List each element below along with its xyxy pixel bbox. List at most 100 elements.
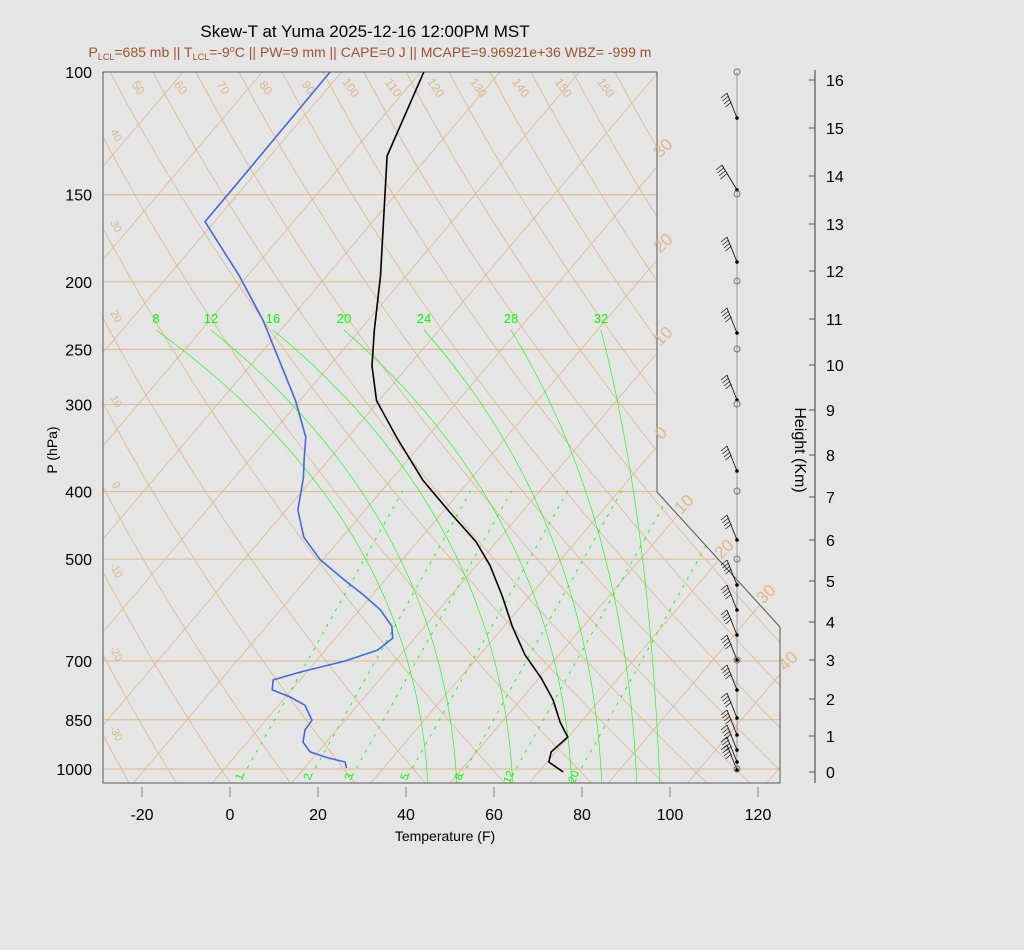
mixing-ratio-label: 5 — [398, 772, 411, 782]
wind-barb-feather — [720, 173, 727, 180]
wind-barb-feather — [723, 640, 731, 647]
height-tick-label: 5 — [826, 574, 835, 591]
wind-barb-staff — [726, 514, 738, 541]
dry-adiabat-line — [103, 136, 594, 783]
isotherm-label: 30 — [650, 135, 677, 162]
mixing-ratio-line — [407, 485, 571, 777]
height-tick-label: 11 — [826, 312, 843, 329]
wind-barb-feather — [725, 618, 732, 625]
wind-barb-feather — [722, 747, 729, 754]
wind-circle — [733, 345, 741, 353]
wind-barb-feather — [722, 727, 729, 734]
height-tick-label: 3 — [826, 653, 835, 670]
wind-barb-feather — [725, 753, 732, 760]
height-tick-label: 8 — [826, 448, 835, 465]
wind-barb-feather — [725, 101, 732, 108]
dry-adiabat-line — [572, 72, 780, 783]
wind-barb-staff — [726, 709, 738, 736]
dry-adiabat-line — [322, 72, 780, 783]
moist-adiabat-label: 32 — [594, 311, 608, 326]
dry-adiabat-line — [741, 72, 780, 783]
wind-barb-feather — [722, 95, 729, 102]
isotherm-line — [103, 72, 263, 783]
wind-barb-feather — [723, 451, 731, 458]
wind-barb-feather — [725, 733, 732, 740]
y-tick-label: 1000 — [56, 762, 92, 779]
mixing-ratio-line — [576, 485, 740, 777]
wind-barb-feather — [720, 374, 728, 381]
subtitle-text: C || PW=9 mm || CAPE=0 J || MCAPE=9.9692… — [234, 44, 652, 60]
plot-frame — [102, 71, 781, 784]
moist-adiabat-label: 28 — [504, 311, 518, 326]
mixing-ratio-label: 8 — [452, 772, 465, 782]
height-tick-label: 4 — [826, 615, 835, 632]
wind-barb-feather — [720, 514, 728, 521]
dry-adiabat-line — [489, 72, 780, 783]
wind-barb-staff — [726, 445, 738, 472]
height-tick-label: 7 — [826, 490, 835, 507]
dry-adiabat-line — [103, 571, 235, 783]
wind-barb-feather — [722, 448, 729, 455]
wind-circle — [733, 400, 741, 408]
height-tick-label: 6 — [826, 533, 835, 550]
moist-adiabat-label: 8 — [152, 311, 159, 326]
mixing-ratio-line — [461, 485, 625, 777]
wind-barb-feather — [720, 307, 728, 314]
x-tick-label: 60 — [485, 807, 503, 824]
y-tick-label: 250 — [65, 342, 92, 359]
wind-barb-feather — [722, 695, 729, 702]
wind-barb-feather — [718, 170, 726, 177]
dry-adiabat-line — [103, 227, 510, 783]
moist-adiabat-line — [423, 329, 603, 783]
height-tick-label: 0 — [826, 765, 835, 782]
wind-barb-staff — [726, 634, 738, 661]
y-tick-label: 150 — [65, 188, 92, 205]
dry-adiabat-label: 110 — [382, 76, 405, 100]
y-tick-label: 850 — [65, 713, 92, 730]
isotherm-line — [528, 72, 780, 783]
dry-adiabat-label: 50 — [129, 78, 148, 97]
wind-barb-feather — [722, 587, 729, 594]
wind-barb-feather — [723, 730, 731, 737]
wind-barb-staff — [726, 236, 738, 263]
y-tick-label: 100 — [65, 65, 92, 82]
wind-barb-staff — [726, 724, 738, 751]
moist-adiabat-line — [343, 329, 573, 783]
moist-adiabat-line — [510, 329, 638, 783]
wind-barb-feather — [720, 559, 728, 566]
dry-adiabat-line — [614, 72, 780, 783]
height-axis-label: Height (Km) — [791, 407, 808, 492]
left-grid-label: 30 — [107, 218, 124, 235]
wind-barb-feather — [725, 673, 732, 680]
isotherm-label: 20 — [711, 536, 738, 563]
wind-barb-feather — [720, 724, 728, 731]
wind-barb-feather — [723, 615, 731, 622]
wind-barb-feather — [722, 562, 729, 569]
isotherm-line — [103, 72, 184, 783]
dry-adiabat-line — [195, 72, 752, 783]
mixing-ratio-line — [310, 485, 474, 777]
isotherm-label: 20 — [650, 230, 677, 257]
dewpoint-line — [204, 72, 394, 769]
moist-adiabat-label: 24 — [417, 311, 431, 326]
wind-barb-feather — [722, 612, 729, 619]
dry-adiabat-label: 130 — [467, 75, 490, 100]
y-axis-label: P (hPa) — [44, 426, 60, 473]
subtitle-text: P — [88, 44, 98, 60]
wind-barb-feather — [723, 520, 731, 527]
y-tick-label: 400 — [65, 485, 92, 502]
left-grid-label: 40 — [107, 127, 124, 144]
x-tick-label: 120 — [745, 807, 772, 824]
dry-adiabat-line — [109, 72, 666, 783]
wind-barb-feather — [720, 92, 728, 99]
dry-adiabat-line — [103, 402, 359, 783]
mixing-ratio-label: 3 — [342, 772, 355, 782]
wind-barb-feather — [717, 167, 724, 174]
wind-barb-staff — [726, 584, 738, 611]
wind-barb-feather — [722, 517, 729, 524]
mixing-ratio-label: 2 — [301, 772, 314, 782]
x-tick-label: 0 — [226, 807, 235, 824]
wind-barb-feather — [720, 609, 728, 616]
dry-adiabat-label: 140 — [509, 75, 532, 100]
